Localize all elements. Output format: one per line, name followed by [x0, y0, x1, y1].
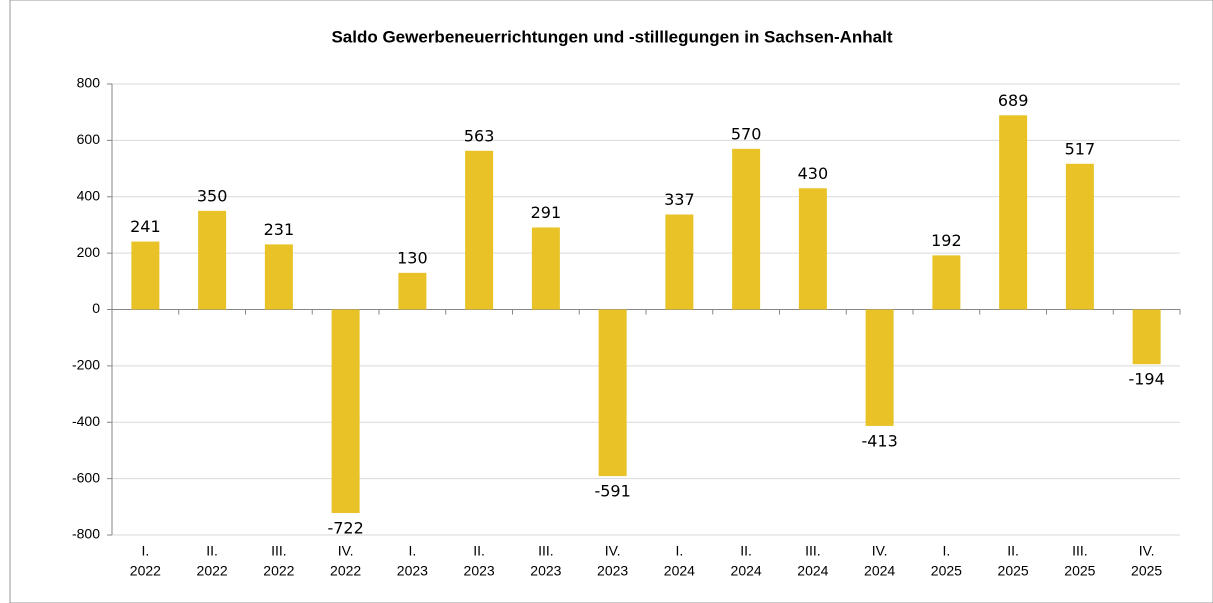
y-tick-label: 400 [77, 187, 101, 203]
x-tick-label: 2023 [597, 563, 628, 579]
x-tick-label: 2025 [998, 563, 1029, 579]
data-label: 430 [798, 164, 829, 183]
x-tick-label: IV. [872, 543, 888, 559]
x-tick-label: 2024 [864, 563, 895, 579]
x-tick-label: 2024 [664, 563, 695, 579]
bar [264, 244, 293, 310]
x-tick-label: 2023 [530, 563, 561, 579]
x-tick-label: 2022 [197, 563, 228, 579]
x-tick-label: 2022 [263, 563, 294, 579]
x-tick-label: I. [675, 543, 683, 559]
x-tick-label: IV. [605, 543, 621, 559]
x-tick-label: 2022 [130, 563, 161, 579]
x-tick-label: 2024 [731, 563, 762, 579]
bar [798, 188, 827, 310]
bar [398, 272, 427, 310]
x-tick-label: I. [141, 543, 149, 559]
bar [531, 227, 560, 310]
bar [331, 309, 360, 514]
data-label: 291 [531, 203, 562, 222]
x-tick-label: III. [538, 543, 554, 559]
x-tick-label: II. [206, 543, 218, 559]
data-label: 350 [197, 186, 228, 205]
x-tick-label: IV. [338, 543, 354, 559]
bar [865, 309, 894, 426]
data-label: 517 [1065, 139, 1096, 158]
x-tick-label: II. [740, 543, 752, 559]
x-tick-label: III. [271, 543, 287, 559]
data-label: 130 [397, 248, 428, 267]
x-tick-label: 2023 [464, 563, 495, 579]
bar [932, 255, 961, 310]
y-tick-label: 800 [77, 75, 101, 91]
x-tick-label: 2023 [397, 563, 428, 579]
y-tick-label: 0 [92, 300, 100, 316]
y-tick-label: -800 [72, 526, 100, 542]
x-tick-label: 2024 [797, 563, 828, 579]
bar [665, 214, 694, 310]
data-label: 570 [731, 124, 762, 143]
x-tick-label: III. [805, 543, 821, 559]
data-label: 337 [664, 190, 695, 209]
y-tick-label: -200 [72, 357, 100, 373]
x-tick-label: II. [473, 543, 485, 559]
x-tick-label: 2025 [1064, 563, 1095, 579]
bar [1065, 163, 1094, 310]
chart-title: Saldo Gewerbeneuerrichtungen und -stilll… [331, 27, 892, 46]
y-tick-label: 600 [77, 131, 101, 147]
y-tick-label: 200 [77, 244, 101, 260]
data-label: 231 [264, 220, 295, 239]
bar [465, 150, 494, 310]
data-label: 689 [998, 91, 1029, 110]
bar [598, 309, 627, 477]
data-label: -194 [1128, 370, 1164, 389]
bar [198, 210, 227, 310]
data-label: 563 [464, 126, 495, 145]
bar [999, 115, 1028, 310]
x-tick-label: II. [1007, 543, 1019, 559]
data-label: -413 [861, 431, 897, 450]
x-tick-label: 2022 [330, 563, 361, 579]
x-tick-label: I. [408, 543, 416, 559]
x-tick-label: III. [1072, 543, 1088, 559]
x-tick-label: 2025 [931, 563, 962, 579]
y-tick-label: -400 [72, 413, 100, 429]
data-label: 192 [931, 231, 962, 250]
chart-frame [9, 0, 1213, 603]
bar [732, 148, 761, 310]
data-label: -591 [594, 482, 630, 501]
x-tick-label: IV. [1139, 543, 1155, 559]
bar [131, 241, 160, 310]
bar [1132, 309, 1161, 365]
data-label: 241 [130, 217, 161, 236]
x-tick-label: 2025 [1131, 563, 1162, 579]
x-tick-label: I. [942, 543, 950, 559]
y-tick-label: -600 [72, 469, 100, 485]
data-label: -722 [327, 519, 363, 538]
